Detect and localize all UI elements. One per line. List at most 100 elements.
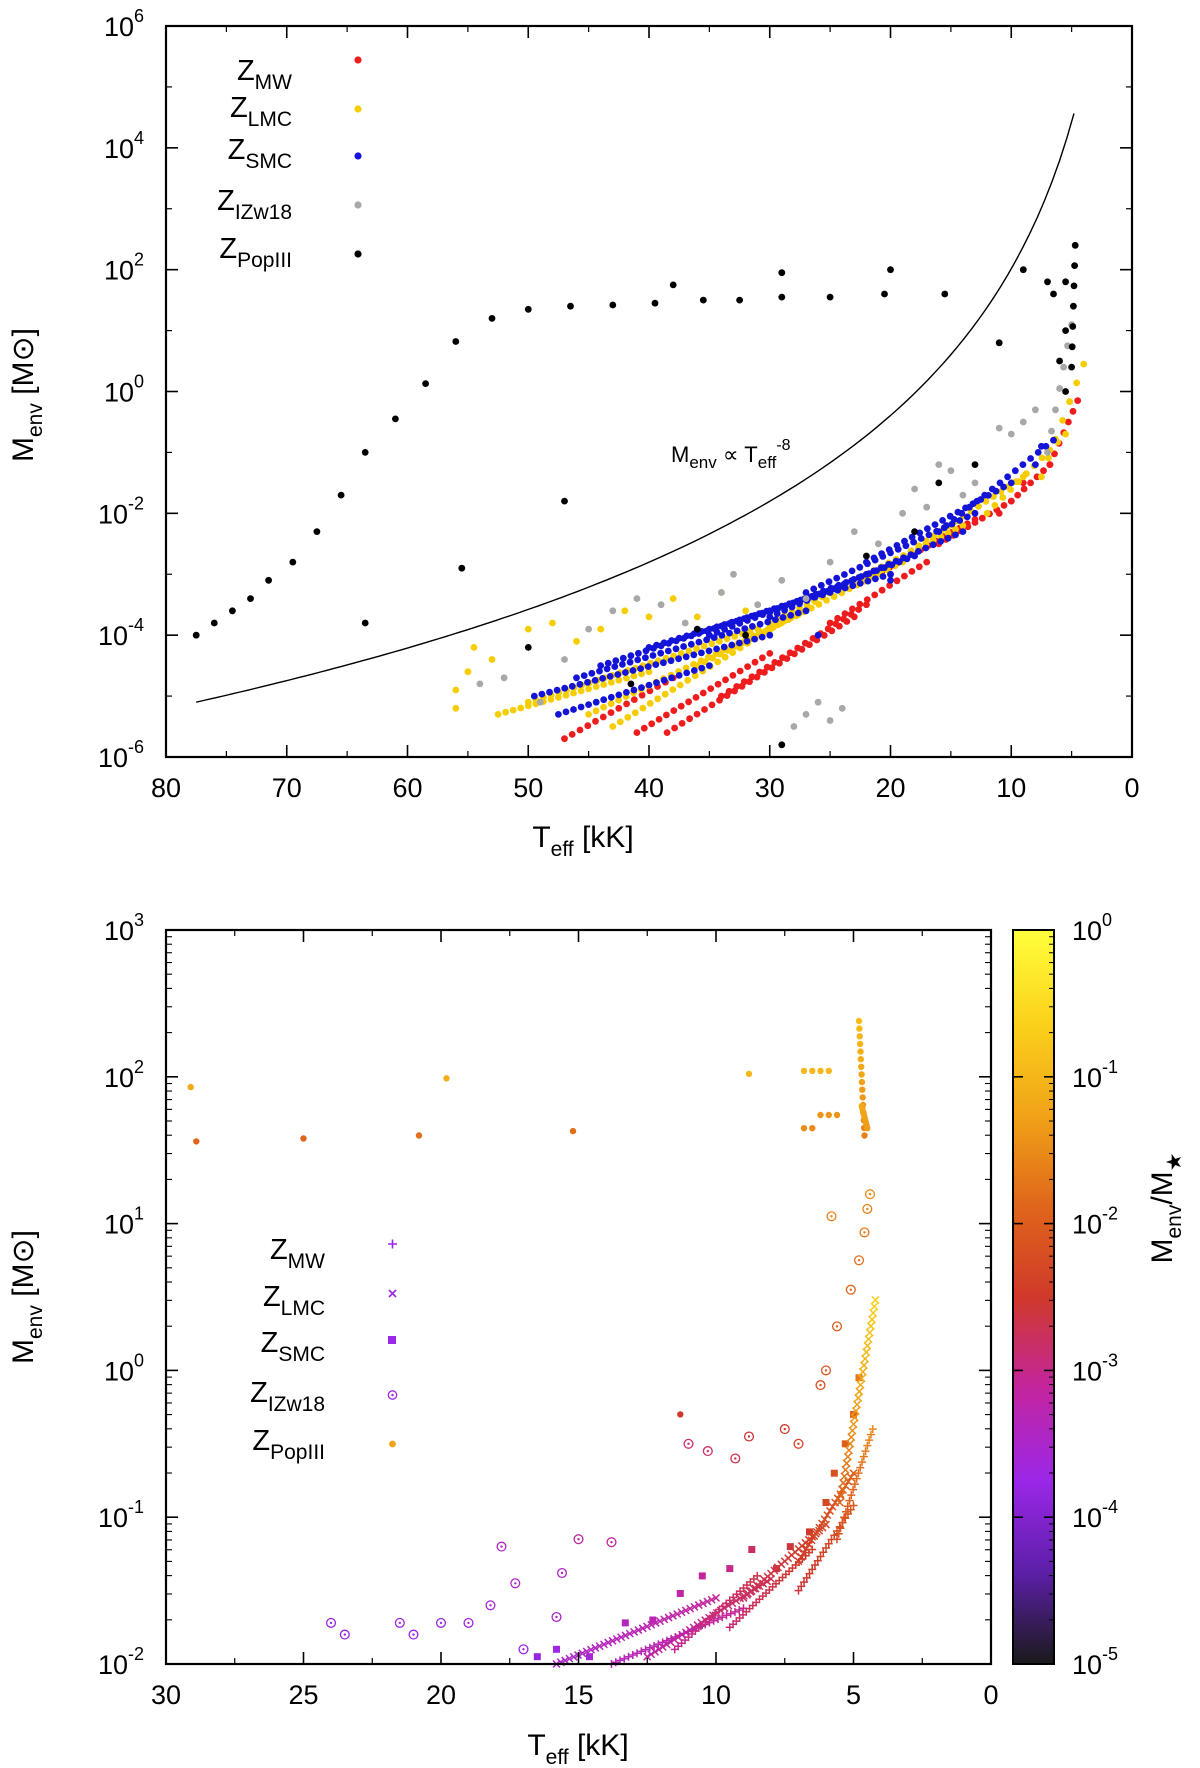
data-point (855, 574, 863, 581)
series-z-smc (533, 1374, 863, 1661)
data-point (855, 1374, 863, 1382)
top-legend-entry-smc: ZSMC (228, 134, 362, 173)
data-point (766, 608, 774, 616)
top-x-tick-label: 60 (392, 773, 422, 803)
data-point (607, 700, 615, 707)
top-x-tick-label: 10 (996, 773, 1026, 803)
svg-text:ZPopIII: ZPopIII (219, 233, 292, 272)
data-point (668, 674, 675, 682)
data-point (1056, 385, 1063, 392)
data-point (778, 576, 786, 584)
data-point (670, 707, 678, 714)
data-point (841, 1507, 850, 1516)
data-point (568, 731, 576, 738)
data-point (786, 649, 794, 657)
data-point (862, 1203, 873, 1214)
data-point (857, 1374, 866, 1383)
data-point (630, 672, 638, 680)
data-point (1007, 486, 1014, 493)
data-point (864, 577, 872, 585)
data-point (1038, 454, 1046, 462)
data-point (683, 669, 691, 677)
data-point (848, 577, 855, 585)
top-y-tick-label: 10-6 (98, 737, 144, 773)
data-point (339, 1629, 350, 1640)
data-point (835, 1522, 844, 1531)
data-point (915, 563, 923, 571)
data-point (941, 290, 949, 298)
data-point (901, 572, 908, 580)
data-point (325, 1617, 337, 1628)
data-point (810, 593, 818, 601)
data-point (1050, 436, 1057, 444)
series-z-popiii (187, 1017, 871, 1418)
data-point (826, 558, 834, 566)
data-point (1046, 461, 1054, 468)
data-point (815, 1523, 824, 1532)
data-point (800, 1125, 808, 1132)
data-point (394, 1617, 405, 1628)
legend-marker-lmc (354, 105, 362, 113)
data-point (677, 702, 685, 710)
data-point (733, 683, 741, 690)
bottom-y-tick-label: 101 (104, 1204, 144, 1240)
data-point (925, 531, 933, 539)
data-point (1060, 363, 1067, 371)
legend-marker-plus (388, 1239, 397, 1249)
data-point (700, 642, 708, 650)
legend-sub: MW (255, 71, 292, 94)
data-point (802, 607, 810, 615)
data-point (756, 620, 764, 628)
data-point (677, 1411, 684, 1418)
data-point (863, 1441, 872, 1450)
data-point (929, 541, 937, 549)
colorbar-tick-label: 10-5 (1072, 1644, 1118, 1680)
data-point (901, 537, 908, 545)
legend-z: Z (237, 55, 255, 87)
data-point (766, 613, 774, 621)
data-point (893, 542, 901, 549)
data-point (247, 595, 254, 602)
data-point (813, 1556, 822, 1565)
bottom-legend-entry-mw: ZMW (270, 1234, 397, 1273)
top-axis-ticks: 80 70 60 50 40 30 20 10 010-610-410-210010210410… (98, 6, 1140, 803)
data-point (859, 1094, 866, 1101)
data-point (917, 535, 925, 542)
svg-text:ZSMC: ZSMC (261, 1327, 325, 1366)
data-point (1020, 485, 1028, 493)
data-point (779, 654, 786, 661)
data-point (653, 641, 660, 649)
data-point (655, 716, 663, 723)
data-point (337, 491, 345, 499)
data-point (859, 1452, 868, 1461)
data-point (597, 662, 605, 669)
colorbar-tick-label: 100 (1072, 910, 1112, 946)
top-x-tick-label: 30 (755, 773, 785, 803)
data-point (825, 1506, 834, 1515)
data-point (931, 521, 939, 528)
data-point (756, 668, 763, 676)
data-point (639, 704, 647, 712)
data-point (616, 718, 624, 726)
data-point (822, 1544, 830, 1553)
data-point (748, 673, 756, 681)
data-point (766, 650, 774, 657)
data-point (651, 299, 659, 307)
data-point (922, 544, 930, 552)
data-point (723, 635, 731, 643)
bottom-axis-ticks: 30 25 20 15 10 5 0 10-2 10-1 100 101 102 103 (98, 910, 999, 1710)
data-point (668, 1611, 677, 1620)
data-point (623, 674, 630, 682)
data-point (555, 711, 562, 718)
data-point (708, 640, 716, 648)
data-point (662, 1636, 671, 1645)
data-point (623, 689, 630, 696)
data-point (935, 461, 943, 468)
data-point (690, 667, 698, 674)
bottom-panel: 30 25 20 15 10 5 0 10-2 10-1 100 101 102 103 ZMW ZLM… (7, 910, 1186, 1768)
data-point (722, 676, 729, 684)
data-point (693, 625, 701, 633)
data-point (743, 1431, 755, 1442)
data-point (643, 1652, 652, 1661)
top-legend-entry-lmc: ZLMC (230, 92, 362, 131)
